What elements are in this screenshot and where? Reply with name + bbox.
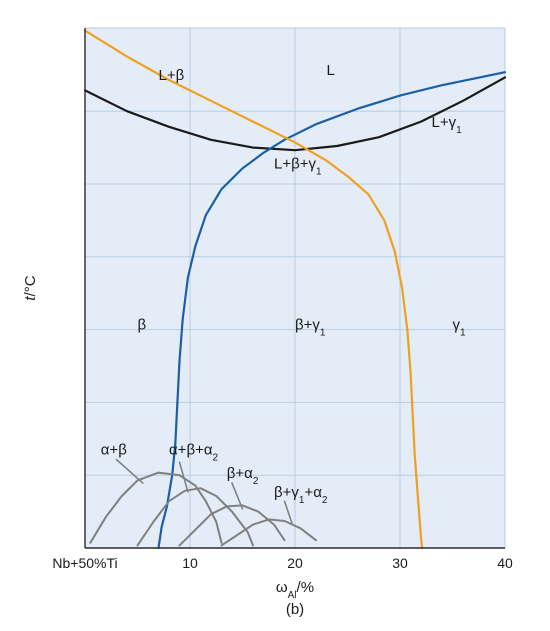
region-label-L_beta: L+β (159, 67, 185, 84)
x-tick-label: Nb+50%Ti (52, 555, 117, 571)
region-label-beta: β (138, 317, 147, 334)
region-label-a_b: α+β (101, 441, 127, 458)
figure-caption: (b) (286, 601, 304, 618)
phase-diagram-svg: Nb+50%Ti10203040L+βLL+γ1L+β+γ1ββ+γ1γ1α+β… (0, 0, 550, 631)
x-tick-label: 20 (287, 555, 303, 571)
region-label-L: L (327, 62, 335, 79)
figure-container: Nb+50%Ti10203040L+βLL+γ1L+β+γ1ββ+γ1γ1α+β… (0, 0, 550, 631)
x-tick-label: 40 (497, 555, 513, 571)
x-axis-label: ωAl/% (276, 579, 314, 601)
y-axis-label: t/°C (22, 275, 39, 300)
x-tick-label: 10 (182, 555, 198, 571)
x-tick-label: 30 (392, 555, 408, 571)
